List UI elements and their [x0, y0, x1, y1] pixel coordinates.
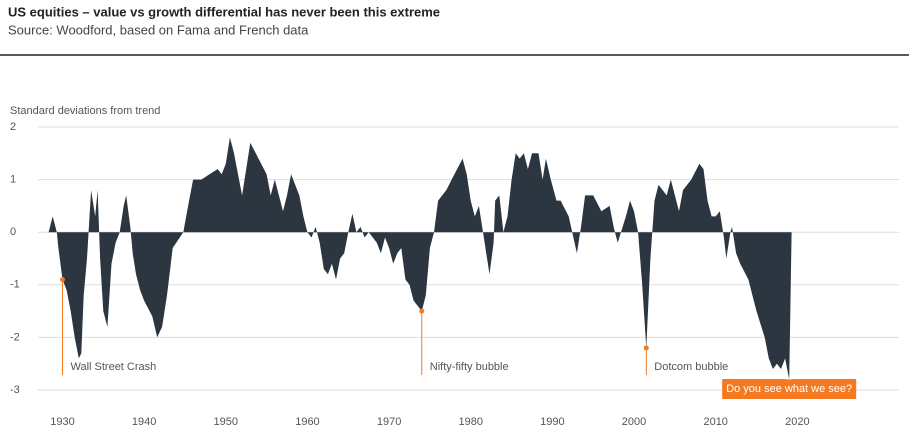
x-tick-label: 1970	[377, 416, 401, 428]
annotation-marker	[59, 277, 65, 283]
area	[48, 137, 792, 380]
y-axis-label: Standard deviations from trend	[10, 105, 160, 117]
annotation-label: Dotcom bubble	[654, 361, 728, 373]
x-tick-label: 1990	[540, 416, 564, 428]
x-tick-label: 1960	[295, 416, 319, 428]
callout-label: Do you see what we see?	[726, 383, 852, 395]
annotation-marker	[643, 345, 649, 351]
y-tick-label: 0	[10, 226, 16, 238]
y-tick-label: 2	[10, 121, 16, 133]
y-tick-label: -2	[10, 331, 20, 343]
x-tick-label: 1940	[132, 416, 156, 428]
x-tick-label: 2020	[785, 416, 809, 428]
x-tick-label: 2000	[622, 416, 646, 428]
chart-title: US equities – value vs growth differenti…	[8, 4, 440, 19]
y-tick-label: -3	[10, 384, 20, 396]
y-tick-label: 1	[10, 174, 16, 186]
callout-box	[722, 379, 857, 399]
annotation-label: Wall Street Crash	[70, 361, 156, 373]
x-tick-label: 1980	[459, 416, 483, 428]
annotation-marker	[419, 308, 425, 314]
x-tick-label: 2010	[703, 416, 727, 428]
x-tick-label: 1930	[50, 416, 74, 428]
chart-subtitle: Source: Woodford, based on Fama and Fren…	[8, 22, 309, 37]
x-tick-label: 1950	[214, 416, 238, 428]
y-tick-label: -1	[10, 279, 20, 291]
annotation-label: Nifty-fifty bubble	[430, 361, 509, 373]
